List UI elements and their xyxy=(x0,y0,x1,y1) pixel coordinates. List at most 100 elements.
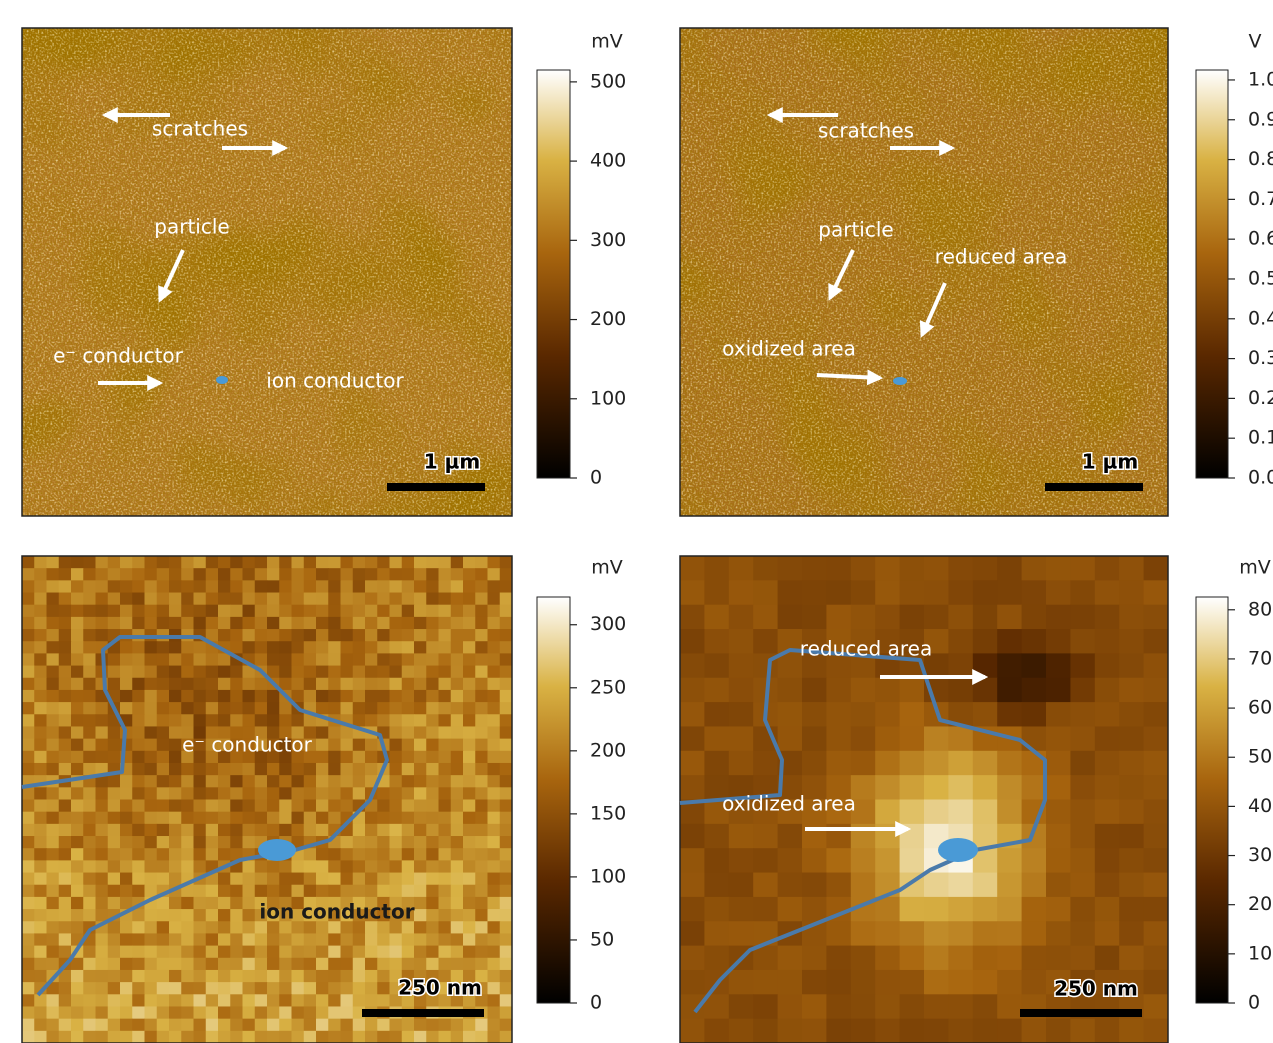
pixel xyxy=(95,629,109,642)
pixel xyxy=(365,677,378,691)
pixel xyxy=(328,921,341,934)
pixel xyxy=(340,641,354,654)
pixel xyxy=(389,762,403,776)
pixel xyxy=(948,1018,974,1043)
pixel xyxy=(22,580,35,594)
pixel xyxy=(181,726,194,740)
pixel xyxy=(414,556,427,569)
pixel xyxy=(826,653,852,679)
pixel xyxy=(426,848,439,861)
pixel xyxy=(83,629,96,642)
micrograph xyxy=(680,28,1168,516)
pixel xyxy=(267,592,280,606)
colorbar-tick-label: 0.8 xyxy=(1248,148,1273,170)
pixel xyxy=(193,957,207,971)
pixel xyxy=(499,836,512,849)
pixel xyxy=(352,580,366,594)
pixel xyxy=(218,677,231,691)
pixel xyxy=(169,909,182,922)
pixel xyxy=(46,738,60,752)
pixel xyxy=(254,909,268,922)
pixel xyxy=(401,568,415,581)
pixel xyxy=(438,957,452,971)
pixel xyxy=(680,921,705,947)
pixel xyxy=(34,896,47,910)
pixel xyxy=(107,836,121,849)
pixel xyxy=(242,1030,256,1043)
pixel xyxy=(107,580,121,594)
pixel xyxy=(352,848,366,861)
pixel xyxy=(267,823,280,837)
pixel xyxy=(487,884,501,898)
pixel xyxy=(704,1018,730,1043)
pixel xyxy=(426,860,439,874)
pixel xyxy=(193,1006,207,1020)
pixel xyxy=(291,641,305,654)
pixel xyxy=(499,823,512,837)
pixel xyxy=(205,702,219,715)
pixel xyxy=(438,896,452,910)
pixel xyxy=(463,957,476,971)
pixel xyxy=(156,762,170,776)
pixel xyxy=(438,616,452,630)
pixel xyxy=(704,872,730,898)
pixel xyxy=(328,592,341,606)
pixel xyxy=(875,848,901,874)
pixel xyxy=(401,629,415,642)
pixel xyxy=(850,629,876,654)
probe-spot xyxy=(893,377,907,385)
pixel xyxy=(205,568,219,581)
pixel xyxy=(205,969,219,983)
pixel xyxy=(753,945,779,971)
pixel xyxy=(728,726,754,752)
pixel xyxy=(279,872,292,886)
pixel xyxy=(132,848,145,861)
pixel xyxy=(972,896,998,922)
pixel xyxy=(22,714,35,727)
pixel xyxy=(316,1018,329,1032)
pixel xyxy=(132,665,145,679)
pixel xyxy=(875,580,901,606)
pixel xyxy=(1143,556,1168,581)
pixel xyxy=(328,568,341,581)
pixel xyxy=(680,750,705,776)
pixel xyxy=(267,982,280,995)
pixel xyxy=(414,629,427,642)
pixel xyxy=(34,762,47,776)
pixel xyxy=(414,994,427,1007)
pixel xyxy=(291,726,305,740)
pixel xyxy=(316,921,329,934)
colorbar-tick-label: 0.9 xyxy=(1248,108,1273,130)
pixel xyxy=(365,556,378,569)
pixel xyxy=(450,775,464,788)
pixel xyxy=(850,969,876,995)
pixel xyxy=(267,762,280,776)
pixel xyxy=(144,641,158,654)
pixel xyxy=(365,714,378,727)
pixel xyxy=(218,957,231,971)
pixel xyxy=(169,848,182,861)
pixel xyxy=(777,653,803,679)
pixel xyxy=(450,1018,464,1032)
pixel xyxy=(704,775,730,800)
pixel xyxy=(377,653,390,667)
pixel xyxy=(426,738,439,752)
pixel xyxy=(1021,872,1047,898)
pixel xyxy=(389,726,403,740)
colorbar-tick-label: 0.6 xyxy=(1248,228,1273,250)
pixel xyxy=(181,1030,194,1043)
pixel xyxy=(279,775,292,788)
pixel xyxy=(291,677,305,691)
pixel xyxy=(972,921,998,947)
image-border xyxy=(21,555,513,1043)
pixel xyxy=(377,604,390,618)
pixel xyxy=(303,896,317,910)
pixel xyxy=(303,604,317,618)
pixel xyxy=(242,689,256,703)
pixel xyxy=(340,556,354,569)
pixel xyxy=(34,982,47,995)
pixel xyxy=(997,604,1023,630)
pixel xyxy=(34,653,47,667)
pixel xyxy=(899,994,925,1020)
